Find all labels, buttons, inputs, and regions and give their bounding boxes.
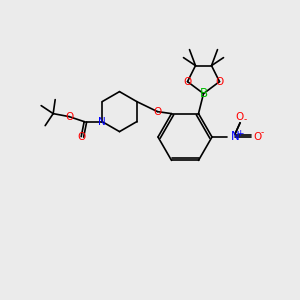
Text: N: N <box>98 117 106 127</box>
Text: O: O <box>215 76 223 87</box>
Text: O: O <box>77 132 85 142</box>
Text: O: O <box>65 112 73 122</box>
Text: B: B <box>200 87 208 100</box>
Text: O: O <box>183 76 192 87</box>
Text: -: - <box>260 128 264 137</box>
Text: O: O <box>153 106 162 117</box>
Text: N: N <box>231 130 239 143</box>
Text: O: O <box>236 112 244 122</box>
Text: O: O <box>253 132 261 142</box>
Text: +: + <box>236 128 244 137</box>
Text: -: - <box>243 116 247 124</box>
